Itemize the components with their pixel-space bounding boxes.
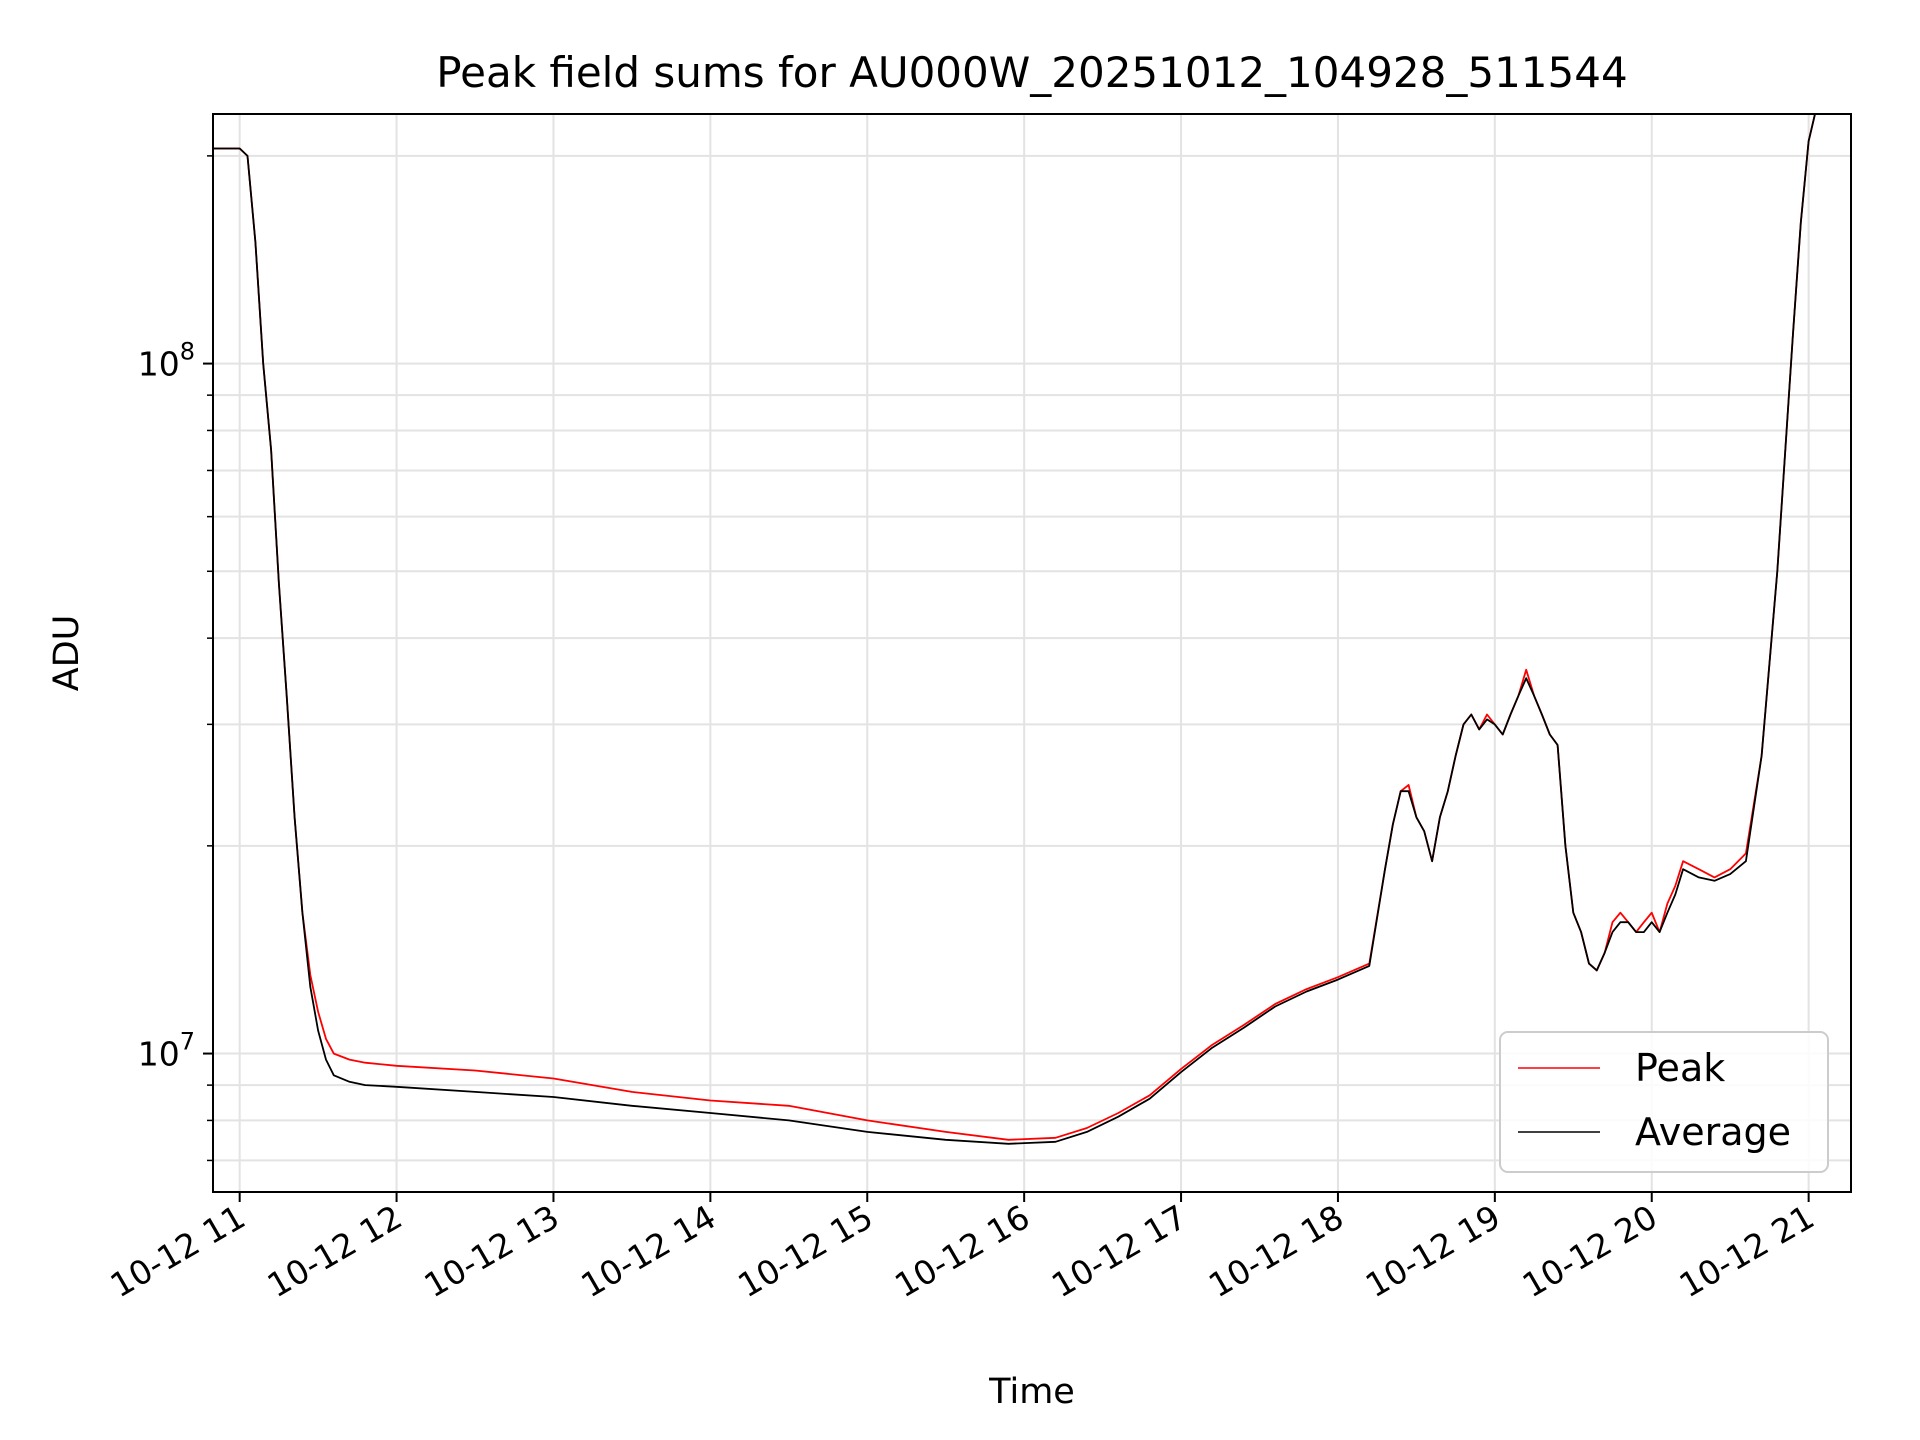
y-tick-label: 108 <box>138 338 195 384</box>
x-tick-label: 10-12 18 <box>1202 1197 1350 1305</box>
x-tick-label: 10-12 15 <box>731 1197 879 1305</box>
y-axis-title: ADU <box>47 615 87 692</box>
plot-series <box>213 114 1816 1145</box>
y-tick-label: 107 <box>138 1028 195 1074</box>
y-axis-ticks: 107 108 <box>138 155 213 1162</box>
x-tick-label: 10-12 20 <box>1516 1197 1664 1305</box>
x-tick-label: 10-12 13 <box>417 1197 565 1305</box>
series-line-peak <box>213 114 1816 1141</box>
x-tick-label: 10-12 12 <box>261 1197 409 1305</box>
x-axis-title: Time <box>988 1372 1075 1412</box>
legend-label-average: Average <box>1635 1110 1791 1154</box>
x-tick-label: 10-12 11 <box>104 1197 252 1305</box>
chart-legend: Peak Average <box>1499 1031 1829 1173</box>
x-tick-label: 10-12 19 <box>1359 1197 1507 1305</box>
x-tick-label: 10-12 14 <box>574 1197 722 1305</box>
x-tick-label: 10-12 21 <box>1673 1197 1821 1305</box>
x-tick-label: 10-12 17 <box>1045 1197 1193 1305</box>
legend-label-peak: Peak <box>1635 1046 1725 1090</box>
series-line-average <box>213 114 1816 1145</box>
grid-lines <box>213 114 1851 1192</box>
plot-area-frame <box>212 113 1852 1193</box>
chart-title: Peak field sums for AU000W_20251012_1049… <box>436 48 1627 97</box>
x-axis-ticks: 10-12 11 10-12 12 10-12 13 10-12 14 10-12 15… <box>104 1192 1821 1305</box>
x-tick-label: 10-12 16 <box>888 1197 1036 1305</box>
legend-box <box>1499 1031 1829 1173</box>
